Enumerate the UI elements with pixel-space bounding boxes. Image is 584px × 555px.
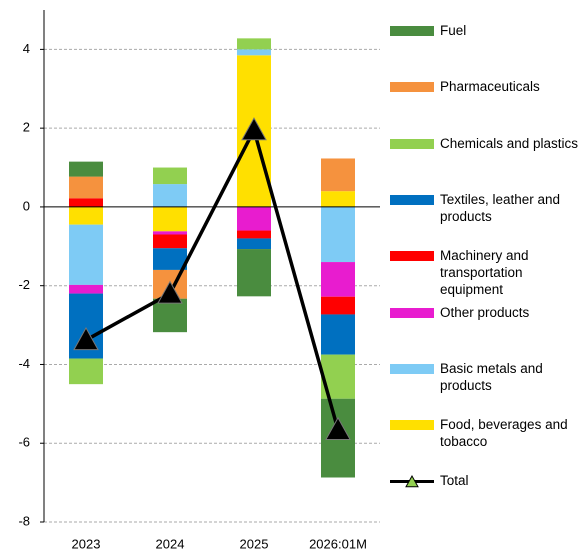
bar-segment: [69, 161, 103, 177]
total-marker: [157, 280, 183, 304]
bar-segment: [153, 248, 187, 270]
bar-segment: [69, 206, 103, 225]
bar-segment: [69, 284, 103, 294]
legend-entry: Textiles, leather and products: [390, 191, 580, 225]
legend-swatch: [390, 194, 434, 205]
y-tick-label: -6: [18, 435, 30, 450]
legend-swatch: [390, 363, 434, 374]
bar-segment: [237, 238, 271, 250]
bar-segment: [237, 49, 271, 56]
total-marker: [325, 416, 351, 440]
y-tick-label: 0: [23, 198, 30, 213]
bar-segment: [237, 206, 271, 231]
legend-swatch: [390, 475, 434, 488]
legend-label: Textiles, leather and products: [440, 191, 561, 224]
bar-segment: [321, 206, 355, 263]
legend-swatch: [390, 307, 434, 318]
legend-entry: Pharmaceuticals: [390, 78, 580, 95]
bar-segment: [69, 198, 103, 207]
legend-entry: Chemicals and plastics: [390, 135, 580, 152]
legend-swatch: [390, 82, 434, 93]
legend-label: Pharmaceuticals: [440, 79, 540, 95]
legend-entry: Total: [390, 472, 580, 489]
x-tick-label: 2023: [72, 536, 101, 551]
legend-swatch: [390, 251, 434, 262]
legend-entry: Fuel: [390, 22, 580, 39]
bar-segment: [153, 231, 187, 235]
bar-segment: [153, 167, 187, 185]
y-tick-label: 4: [23, 41, 30, 56]
y-tick-label: -8: [18, 513, 30, 528]
legend-label: Total: [440, 473, 469, 489]
bar-segment: [69, 224, 103, 285]
bar-segment: [321, 314, 355, 355]
y-tick-label: -2: [18, 277, 30, 292]
legend-entry: Machinery and transportation equipment: [390, 247, 580, 298]
bar-segment: [69, 358, 103, 385]
total-marker: [73, 327, 99, 351]
bar-segment: [321, 262, 355, 297]
y-tick-label: -4: [18, 356, 30, 371]
total-marker: [241, 117, 267, 141]
x-tick-label: 2025: [240, 536, 269, 551]
total-line: [85, 125, 340, 431]
x-tick-label: 2026:01M: [309, 536, 367, 551]
bar-segment: [237, 38, 271, 50]
legend-label: Food, beverages and tobacco: [440, 417, 568, 450]
legend-swatch: [390, 420, 434, 431]
bar-segment: [237, 249, 271, 297]
legend-label: Fuel: [440, 23, 467, 38]
legend-label: Other products: [440, 304, 530, 320]
bar-segment: [69, 176, 103, 199]
legend-swatch: [390, 138, 434, 149]
legend-label: Chemicals and plastics: [440, 135, 579, 151]
bar-segment: [321, 191, 355, 207]
legend-entry: Food, beverages and tobacco: [390, 416, 580, 450]
x-tick-label: 2024: [156, 536, 185, 551]
y-tick-label: 2: [23, 120, 30, 135]
bar-segment: [153, 234, 187, 249]
bar-segment: [153, 298, 187, 333]
legend-label: Machinery and transportation equipment: [440, 248, 529, 298]
legend-marker: [405, 475, 419, 488]
legend-marker-shape: [405, 475, 419, 488]
bar-segment: [321, 158, 355, 192]
bar-segment: [321, 296, 355, 315]
legend-label: Basic metals and products: [440, 360, 543, 393]
bar-segment: [153, 184, 187, 207]
bar-segment: [153, 206, 187, 232]
bar-segment: [237, 230, 271, 239]
legend-swatch: [390, 26, 434, 36]
legend-entry: Other products: [390, 304, 580, 321]
legend-entry: Basic metals and products: [390, 360, 580, 394]
